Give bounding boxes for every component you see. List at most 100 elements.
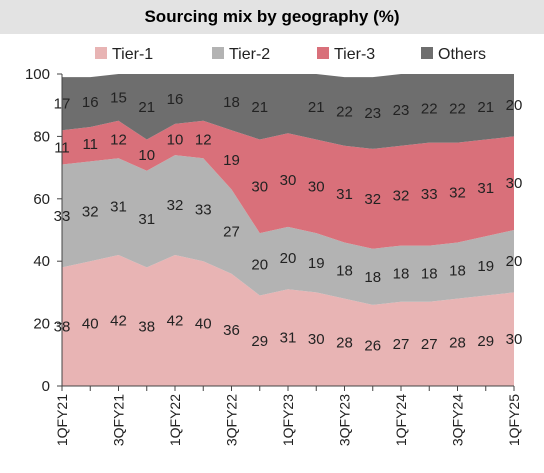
legend-label-others: Others: [438, 46, 486, 63]
data-label-tier-3: 32: [364, 191, 381, 208]
legend-swatch-tier-3: [317, 47, 329, 59]
y-tick-label: 0: [42, 378, 50, 395]
data-label-others: 22: [449, 100, 466, 117]
data-labels-layer: 38 40 42 38 42 40 36 29 31 30 28 26 27 27 28 29 30 33 32 31…: [54, 89, 523, 354]
data-label-tier-3: 12: [195, 132, 212, 149]
data-label-tier-2: 20: [506, 253, 523, 270]
x-tick-label: 1QFY22: [167, 394, 183, 446]
data-label-tier-3: 11: [54, 139, 70, 156]
data-label-others: 21: [251, 99, 268, 116]
data-label-tier-2: 18: [393, 266, 410, 283]
data-label-tier-2: 32: [82, 203, 99, 220]
areas-layer: [62, 74, 514, 386]
data-label-tier-1: 27: [421, 336, 438, 353]
legend-label-tier-2: Tier-2: [229, 46, 270, 63]
data-label-tier-1: 36: [223, 322, 240, 339]
data-label-others: 22: [421, 100, 438, 117]
data-label-tier-2: 31: [138, 211, 155, 228]
legend: Tier-1 Tier-2 Tier-3 Others: [95, 46, 486, 63]
data-label-tier-1: 31: [280, 330, 297, 347]
y-tick-label: 80: [33, 128, 50, 145]
data-label-tier-3: 12: [110, 132, 127, 149]
x-tick-label: 1QFY25: [506, 394, 522, 446]
data-label-tier-2: 19: [477, 258, 494, 275]
data-label-tier-1: 42: [167, 312, 184, 329]
x-tick-label: 1QFY21: [54, 394, 70, 446]
data-label-tier-1: 40: [82, 316, 99, 333]
y-tick-label: 20: [33, 316, 50, 333]
data-label-tier-2: 33: [195, 202, 212, 219]
data-label-tier-3: 10: [138, 147, 155, 164]
data-label-tier-3: 30: [308, 178, 325, 195]
data-label-tier-1: 38: [138, 319, 155, 336]
data-label-others: 22: [336, 103, 353, 120]
data-label-others: 23: [364, 105, 381, 122]
data-label-tier-3: 11: [82, 136, 98, 153]
data-label-tier-2: 20: [280, 250, 297, 267]
data-label-tier-1: 29: [251, 333, 268, 350]
legend-swatch-tier-2: [212, 47, 224, 59]
data-label-tier-2: 32: [167, 197, 184, 214]
data-label-tier-3: 30: [280, 172, 297, 189]
data-label-tier-3: 31: [336, 186, 353, 203]
area-others: [62, 74, 514, 149]
data-label-tier-3: 32: [393, 188, 410, 205]
data-label-tier-2: 18: [336, 263, 353, 280]
data-label-tier-3: 31: [477, 180, 494, 197]
data-label-tier-2: 18: [449, 263, 466, 280]
data-label-tier-2: 19: [308, 255, 325, 272]
data-label-tier-1: 26: [364, 337, 381, 354]
axes-layer: 0 20 40 60 80 100 1QFY21 3QFY21 1QFY22 3QFY22 1QFY…: [25, 66, 522, 446]
data-label-tier-1: 30: [308, 331, 325, 348]
chart-title: Sourcing mix by geography (%): [144, 7, 400, 26]
data-label-others: 21: [138, 99, 155, 116]
data-label-tier-2: 18: [364, 269, 381, 286]
data-label-tier-2: 18: [421, 266, 438, 283]
data-label-others: 15: [110, 89, 127, 106]
data-label-tier-3: 33: [421, 186, 438, 203]
x-tick-label: 1QFY23: [280, 394, 296, 446]
data-label-tier-2: 20: [251, 256, 268, 273]
data-label-tier-2: 33: [54, 208, 71, 225]
data-label-others: 20: [506, 97, 523, 114]
data-label-others: 17: [54, 96, 71, 113]
data-label-others: 16: [82, 94, 99, 111]
data-label-tier-1: 28: [449, 334, 466, 351]
data-label-tier-1: 27: [393, 336, 410, 353]
data-label-tier-3: 32: [449, 185, 466, 202]
x-tick-label: 3QFY22: [224, 394, 240, 446]
y-tick-label: 100: [25, 66, 50, 83]
x-tick-label: 3QFY24: [450, 394, 466, 446]
data-label-tier-1: 40: [195, 316, 212, 333]
data-label-tier-3: 30: [251, 178, 268, 195]
data-label-tier-1: 29: [477, 333, 494, 350]
area-tier-2: [62, 155, 514, 305]
area-tier-1: [62, 255, 514, 386]
legend-swatch-tier-1: [95, 47, 107, 59]
data-label-tier-3: 10: [167, 132, 184, 149]
data-label-others: 21: [308, 99, 325, 116]
data-label-others: 21: [477, 99, 494, 116]
data-label-tier-3: 19: [223, 152, 240, 169]
x-tick-label: 3QFY21: [111, 394, 127, 446]
data-label-tier-1: 38: [54, 319, 71, 336]
y-tick-label: 40: [33, 253, 50, 270]
data-label-tier-3: 30: [506, 175, 523, 192]
y-tick-label: 60: [33, 191, 50, 208]
legend-label-tier-1: Tier-1: [112, 46, 153, 63]
data-label-others: 16: [167, 91, 184, 108]
data-label-others: 18: [223, 94, 240, 111]
data-label-tier-2: 27: [223, 224, 240, 241]
x-tick-label: 1QFY24: [393, 394, 409, 446]
data-label-tier-2: 31: [110, 199, 127, 216]
data-label-tier-1: 30: [506, 331, 523, 348]
chart-title-bar: Sourcing mix by geography (%): [0, 0, 544, 34]
legend-label-tier-3: Tier-3: [334, 46, 375, 63]
data-label-tier-1: 28: [336, 334, 353, 351]
data-label-others: 23: [393, 102, 410, 119]
data-label-tier-1: 42: [110, 312, 127, 329]
area-tier-3: [62, 120, 514, 249]
legend-swatch-others: [421, 47, 433, 59]
x-tick-label: 3QFY23: [337, 394, 353, 446]
